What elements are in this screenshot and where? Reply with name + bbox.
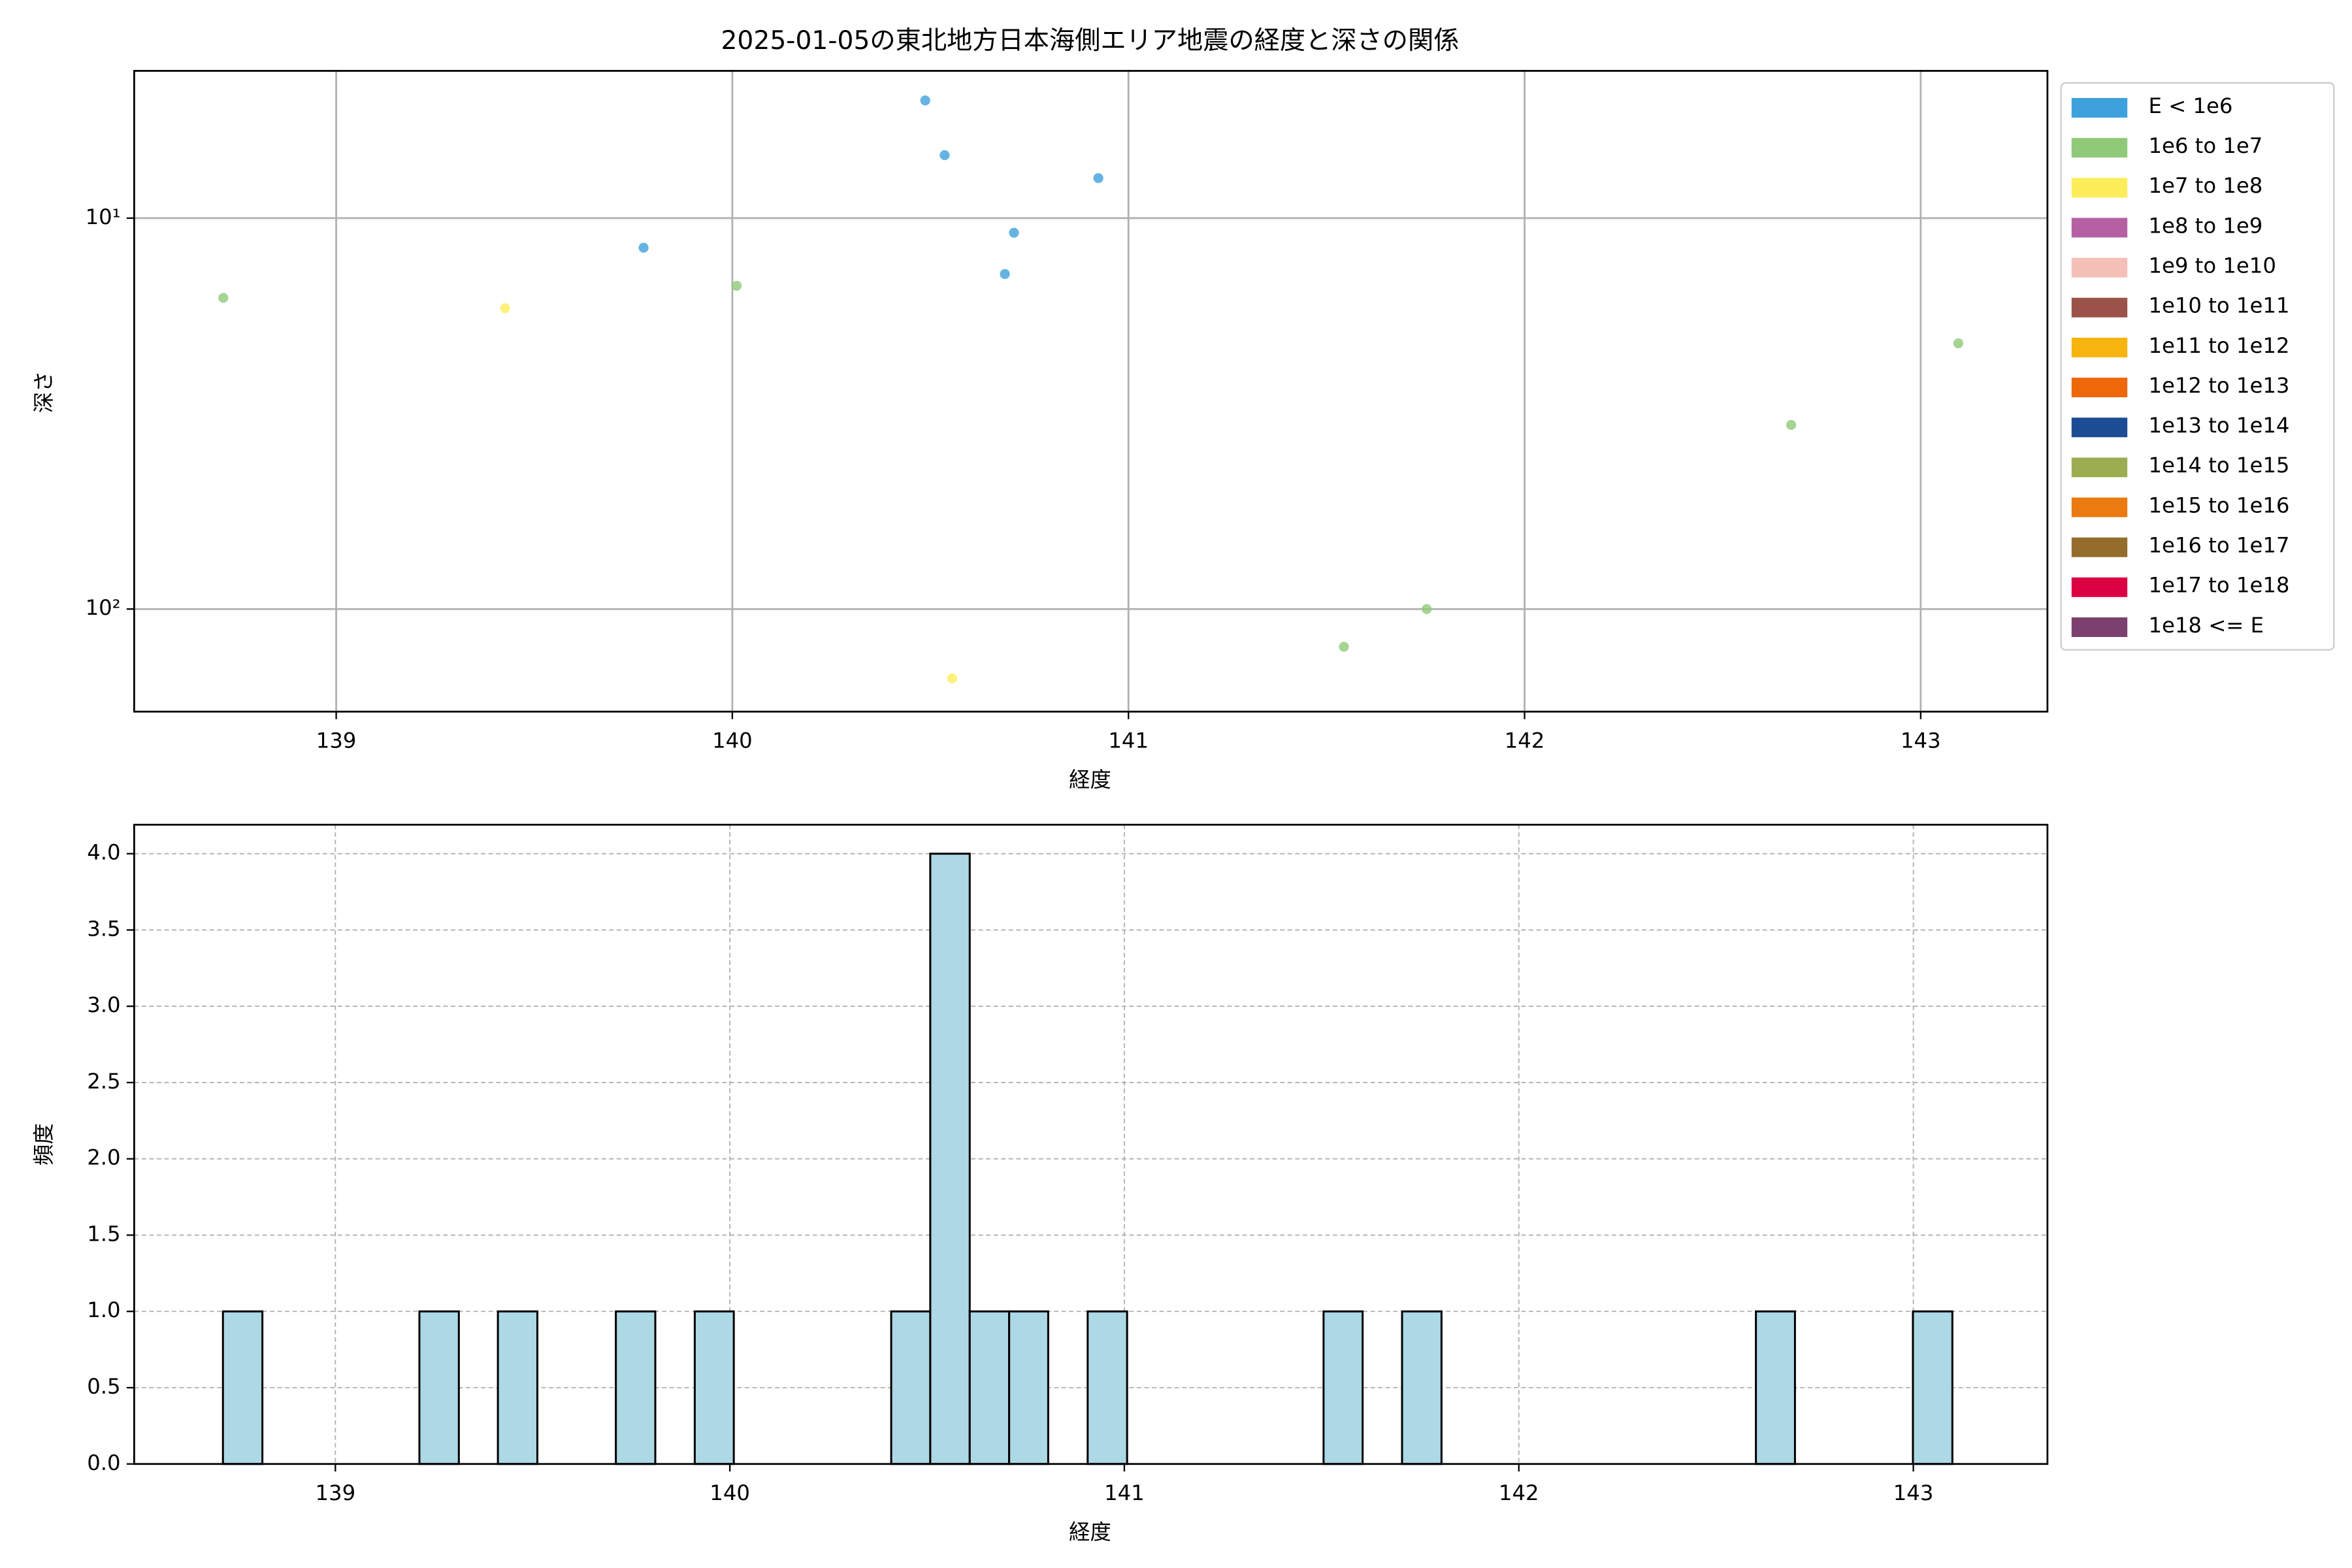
legend-swatch — [2071, 417, 2128, 438]
legend-swatch — [2071, 297, 2128, 318]
bar — [968, 1310, 1011, 1465]
bar — [929, 853, 971, 1465]
point — [1093, 173, 1103, 184]
bar — [418, 1310, 460, 1465]
point — [1009, 227, 1019, 238]
legend-box — [2060, 82, 2335, 651]
y-tick-label: 10¹ — [86, 204, 121, 229]
legend-swatch — [2071, 497, 2128, 517]
x-tick-label: 139 — [316, 728, 357, 753]
point — [638, 242, 649, 253]
legend-swatch — [2071, 378, 2128, 398]
point — [1422, 604, 1432, 614]
legend-label: 1e11 to 1e12 — [2148, 333, 2289, 358]
point — [939, 150, 950, 161]
x-tick-label: 141 — [1104, 1480, 1145, 1505]
legend-label: 1e17 to 1e18 — [2148, 573, 2289, 598]
legend-swatch — [2071, 138, 2128, 158]
legend-swatch — [2071, 537, 2128, 557]
y-tick-label: 4.0 — [87, 840, 120, 865]
point — [1786, 419, 1797, 430]
bar — [1755, 1310, 1796, 1465]
y-tick-label: 1.0 — [87, 1298, 120, 1322]
chart-title: 2025-01-05の東北地方日本海側エリア地震の経度と深さの関係 — [721, 26, 1459, 56]
y-tick-label: 3.5 — [87, 916, 120, 941]
bar — [693, 1310, 735, 1465]
y-tick-label: 2.5 — [87, 1069, 120, 1094]
legend-swatch — [2071, 218, 2128, 238]
x-tick-label: 143 — [1901, 728, 1941, 753]
point — [920, 95, 930, 106]
bar — [890, 1310, 932, 1465]
x-tick-label: 142 — [1505, 728, 1545, 753]
legend-label: 1e6 to 1e7 — [2148, 133, 2262, 158]
bar — [615, 1310, 657, 1465]
legend-label: 1e7 to 1e8 — [2148, 173, 2262, 198]
legend-label: 1e18 <= E — [2148, 613, 2264, 638]
axes-frame — [133, 70, 2049, 713]
y-tick-label: 10² — [86, 595, 121, 620]
point — [1339, 642, 1349, 652]
bar — [221, 1310, 264, 1465]
bar — [497, 1310, 538, 1465]
legend-label: 1e15 to 1e16 — [2148, 493, 2289, 517]
bar — [1322, 1310, 1364, 1465]
legend-swatch — [2071, 98, 2128, 118]
y-tick-label: 0.5 — [87, 1374, 120, 1399]
y-tick-label: 2.0 — [87, 1145, 120, 1170]
bar — [1008, 1310, 1049, 1465]
point — [1953, 338, 1964, 349]
legend-swatch — [2071, 337, 2128, 357]
bar — [1401, 1310, 1443, 1465]
point — [218, 293, 229, 303]
x-tick-label: 140 — [712, 728, 753, 753]
y-axis-label: 深さ — [31, 371, 56, 414]
x-axis-label: 経度 — [1069, 767, 1111, 792]
y-tick-label: 0.0 — [87, 1450, 120, 1475]
legend-swatch — [2071, 178, 2128, 198]
x-tick-label: 141 — [1108, 728, 1149, 753]
legend-label: 1e12 to 1e13 — [2148, 373, 2289, 398]
legend-swatch — [2071, 257, 2128, 278]
legend-swatch — [2071, 577, 2128, 597]
y-tick-label: 3.0 — [87, 992, 120, 1017]
y-tick-label: 1.5 — [87, 1221, 120, 1246]
y-axis-label: 頻度 — [31, 1123, 56, 1166]
x-tick-label: 142 — [1499, 1480, 1539, 1505]
point — [1000, 269, 1010, 280]
point — [500, 303, 510, 314]
legend-label: E < 1e6 — [2148, 93, 2232, 118]
bar — [1086, 1310, 1128, 1465]
x-tick-label: 143 — [1893, 1480, 1934, 1505]
x-axis-label: 経度 — [1069, 1520, 1111, 1544]
legend-swatch — [2071, 617, 2128, 637]
x-tick-label: 140 — [710, 1480, 750, 1505]
point — [947, 673, 958, 684]
legend-label: 1e9 to 1e10 — [2148, 253, 2276, 278]
axes-frame — [133, 823, 2049, 1465]
x-tick-label: 139 — [315, 1480, 355, 1505]
legend-label: 1e14 to 1e15 — [2148, 453, 2289, 478]
legend-label: 1e16 to 1e17 — [2148, 533, 2289, 558]
legend-label: 1e13 to 1e14 — [2148, 413, 2289, 438]
legend-label: 1e10 to 1e11 — [2148, 293, 2289, 318]
legend-swatch — [2071, 457, 2128, 478]
bar — [1912, 1310, 1953, 1465]
legend-label: 1e8 to 1e9 — [2148, 213, 2262, 238]
point — [731, 280, 742, 291]
